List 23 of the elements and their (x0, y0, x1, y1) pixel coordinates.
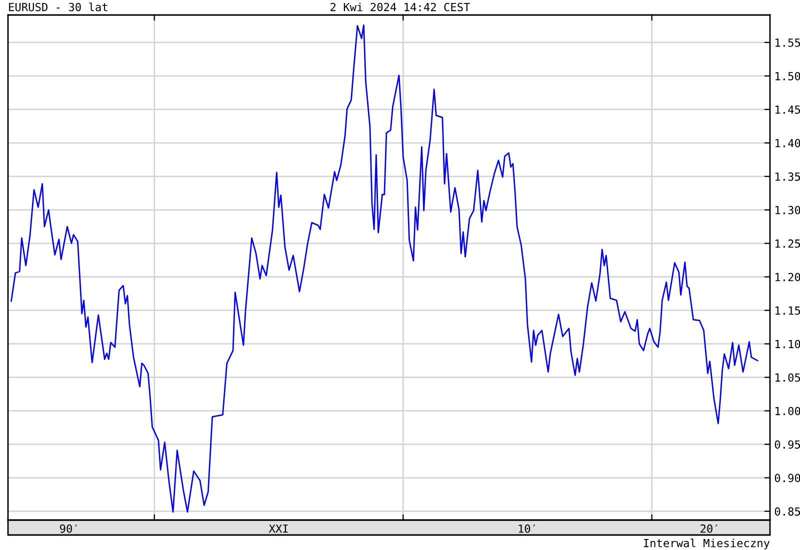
y-tick-label: 1.20 (776, 272, 800, 282)
x-tick-label: 20′ (700, 524, 718, 533)
y-tick-label: 1.15 (776, 306, 800, 315)
y-tick-label: 1.00 (776, 406, 800, 416)
y-tick-label: 1.55 (776, 38, 800, 47)
y-tick-label: 1.35 (776, 172, 800, 181)
y-tick-label: 1.30 (776, 206, 800, 214)
x-tick-label: XXI (268, 524, 288, 533)
y-tick-label: 1.10 (776, 340, 800, 348)
y-tick-label: 0.95 (774, 440, 800, 449)
line-series (10, 24, 758, 513)
y-tick-label: 0.90 (774, 474, 800, 482)
y-tick-label: 1.40 (776, 138, 800, 148)
x-tick-label: 10′ (518, 524, 536, 533)
y-tick-label: 1.05 (776, 373, 800, 382)
text: Interwal Miesieczny (644, 538, 770, 550)
x-tick-label: 90′ (60, 524, 78, 533)
chart-subtitle: 2 Kwi 2024 14:42 CEST (330, 2, 470, 12)
y-tick-label: 1.45 (776, 106, 800, 114)
chart-title: EURUSD - 30 lat (9, 2, 108, 12)
y-tick-label: 1.25 (776, 239, 800, 248)
y-tick-label: 1.50 (776, 72, 800, 80)
y-tick-label: 0.85 (774, 507, 800, 516)
